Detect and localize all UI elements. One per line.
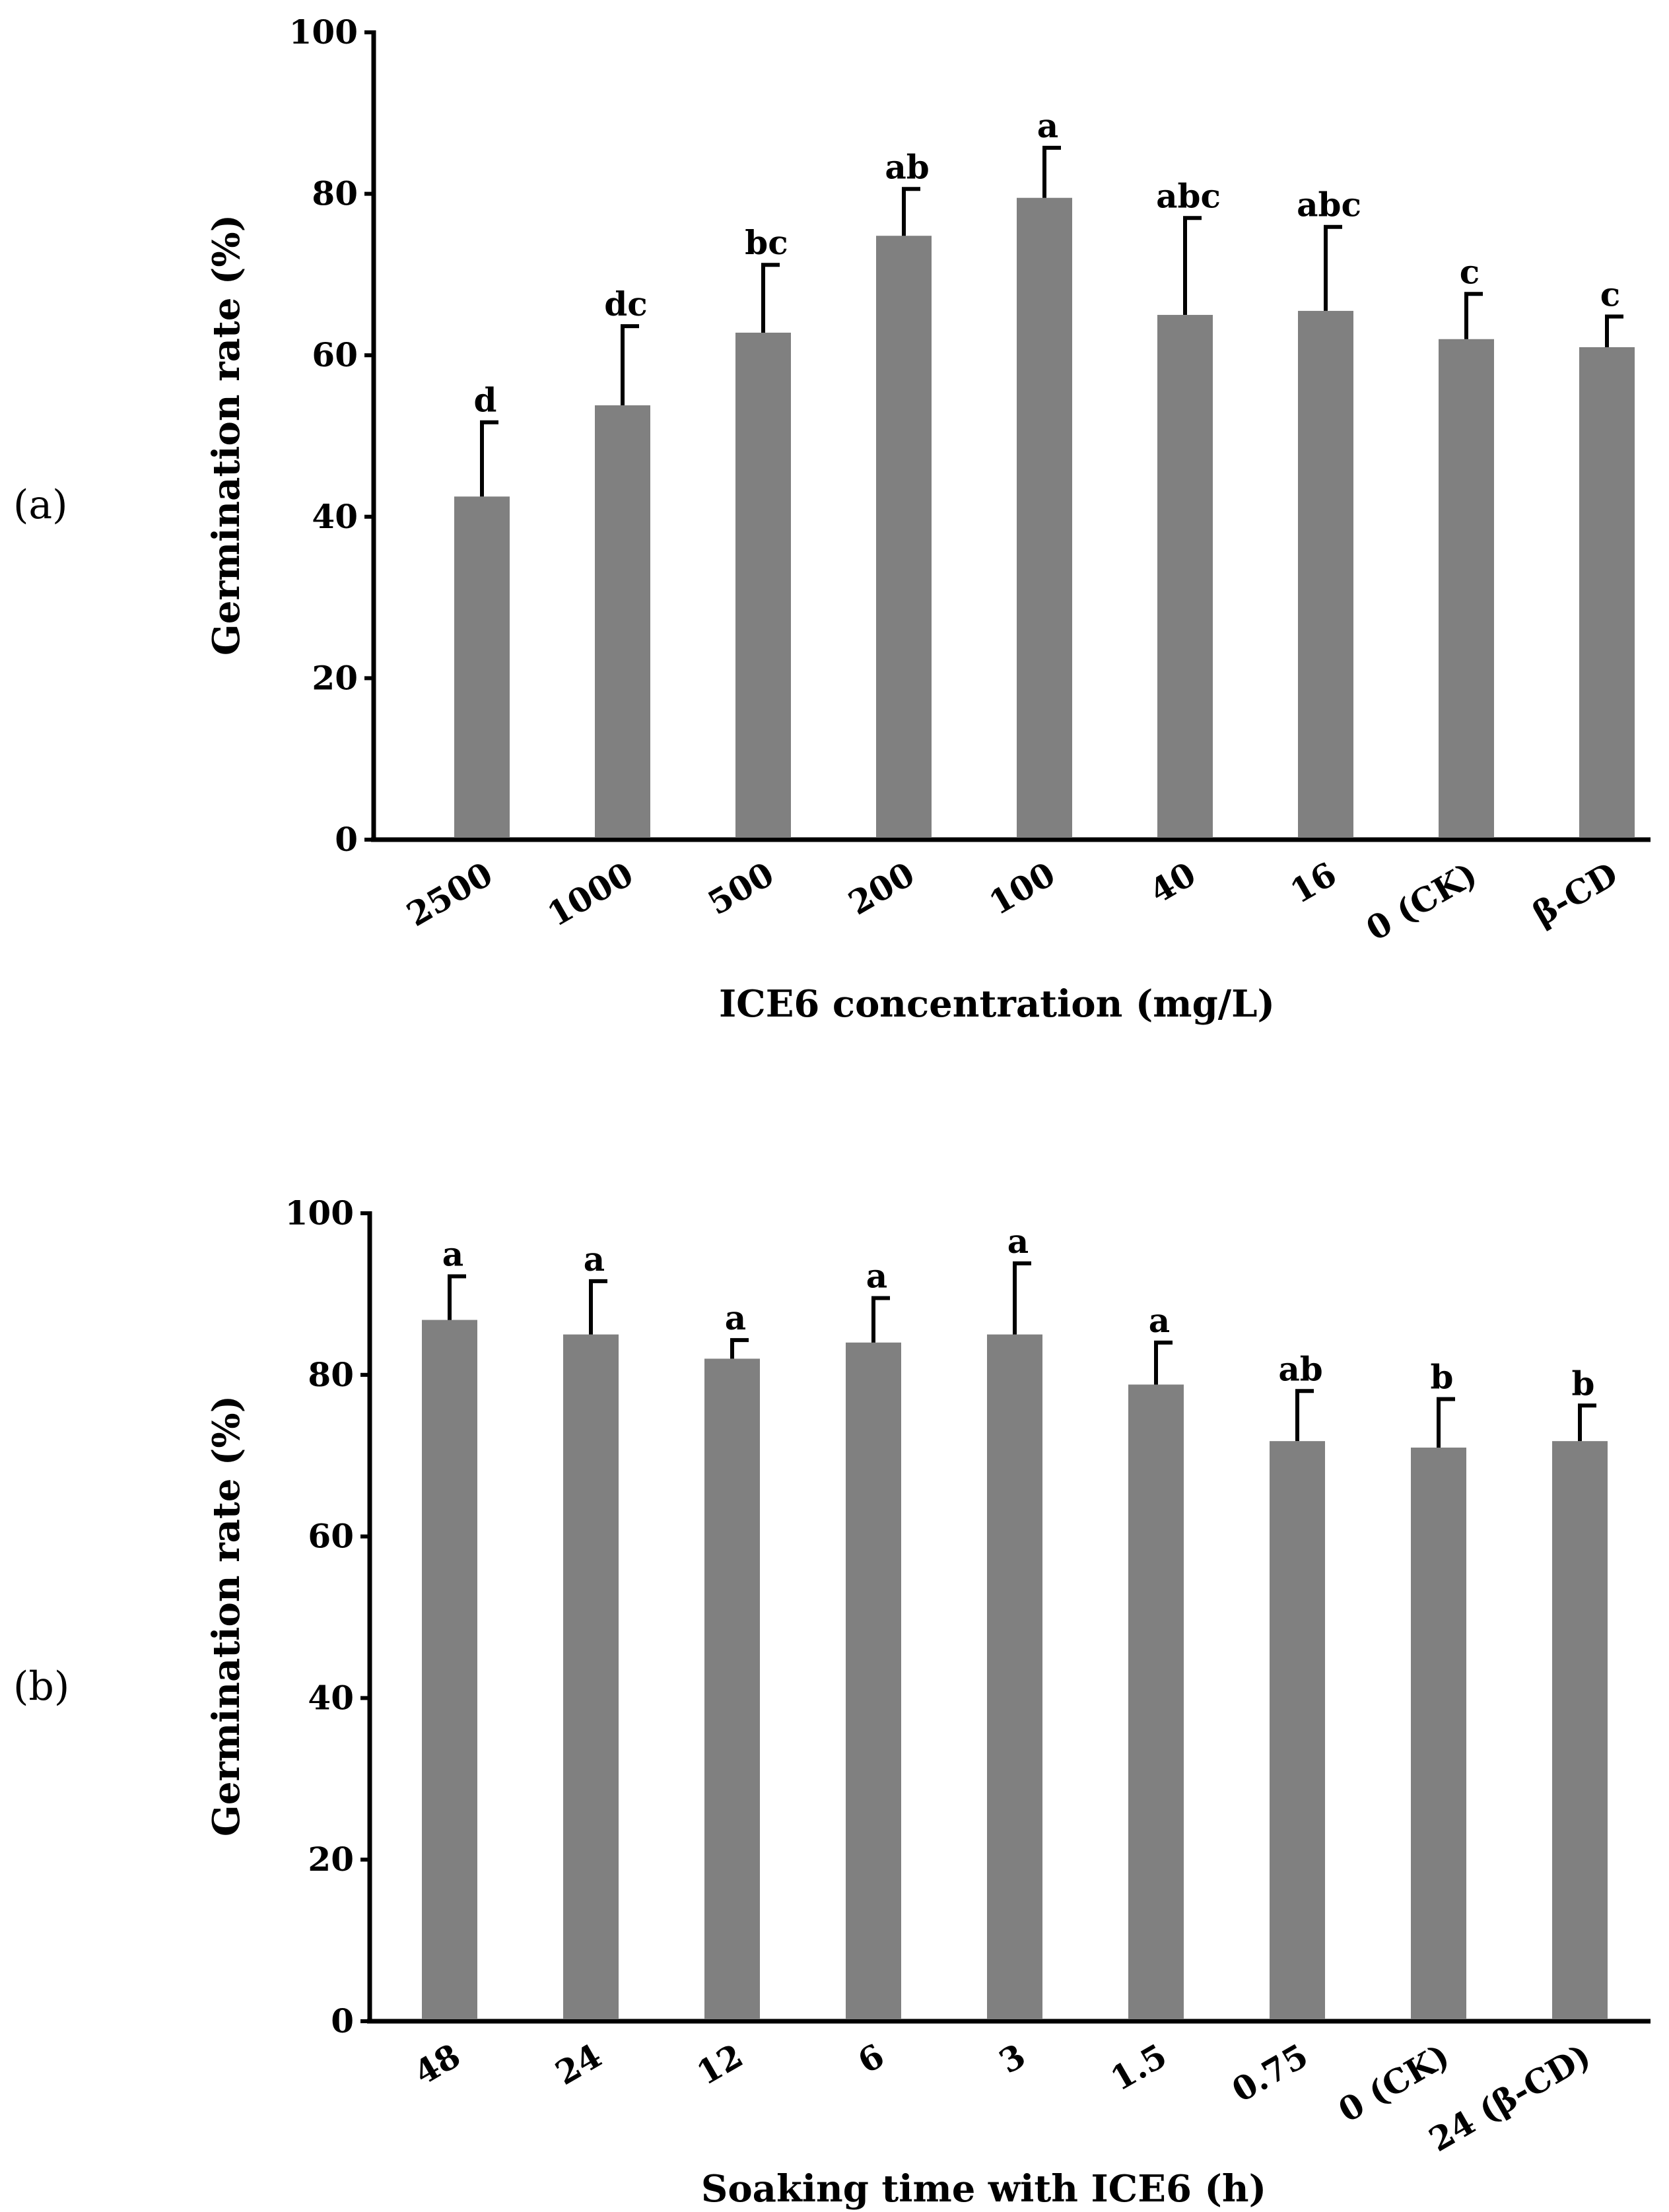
- x-tick-label-b: 24: [549, 2036, 608, 2093]
- y-axis-title-b: Germination rate (%): [205, 1395, 248, 1836]
- bar-b: [704, 1358, 760, 2019]
- x-tick-label-b: 48: [407, 2036, 467, 2093]
- y-tick-label-a: 100: [289, 13, 358, 51]
- significance-label-b: a: [1149, 1301, 1170, 1340]
- y-tick-label-b: 40: [308, 1678, 354, 1717]
- significance-label-a: abc: [1156, 176, 1221, 215]
- significance-label-a: ab: [885, 147, 929, 186]
- bar-a: [876, 236, 932, 838]
- bar-b: [987, 1334, 1042, 2019]
- y-tick-label-a: 0: [335, 820, 358, 859]
- y-tick-label-b: 80: [308, 1355, 354, 1394]
- y-axis-title-a: Germination rate (%): [205, 215, 248, 655]
- panel-label-b: (b): [13, 1663, 69, 1710]
- significance-label-a: c: [1600, 275, 1620, 314]
- bars-a: d 2500 dc 1000 bc 500 ab 200 a 100 abc 40 abc 16 c 0 (C…: [400, 106, 1635, 949]
- significance-label-b: b: [1431, 1358, 1454, 1397]
- y-tick-label-a: 20: [312, 658, 358, 697]
- y-tick-label-b: 20: [308, 1840, 354, 1879]
- significance-label-b: a: [442, 1234, 463, 1273]
- significance-label-a: dc: [604, 285, 647, 323]
- significance-label-b: b: [1572, 1364, 1595, 1403]
- bar-b: [1552, 1441, 1608, 2019]
- bars-b: a 48 a 24 a 12 a 6 a 3 a 1.5 ab 0.75 b 0 (CK) b 24 (β-CD): [407, 1222, 1608, 2159]
- x-tick-label-a: 1000: [541, 854, 640, 934]
- x-tick-label-a: 16: [1283, 854, 1343, 911]
- significance-label-a: c: [1460, 252, 1480, 291]
- bar-b: [563, 1334, 619, 2019]
- x-tick-label-a: β-CD: [1526, 854, 1624, 933]
- significance-label-a: d: [474, 381, 497, 420]
- bar-a: [1439, 339, 1494, 838]
- bar-a: [1157, 315, 1213, 838]
- bar-a: [1298, 310, 1353, 838]
- significance-label-b: ab: [1278, 1349, 1322, 1388]
- bar-b: [422, 1320, 477, 2019]
- bar-b: [1128, 1384, 1184, 2019]
- significance-label-a: abc: [1297, 185, 1361, 224]
- y-tick-label-b: 60: [308, 1517, 354, 1556]
- significance-label-b: a: [1007, 1222, 1029, 1261]
- significance-label-b: a: [725, 1298, 746, 1337]
- x-tick-label-a: 200: [842, 854, 921, 922]
- x-tick-label-a: 40: [1143, 854, 1202, 911]
- x-axis-title-a: ICE6 concentration (mg/L): [719, 982, 1275, 1026]
- significance-label-b: a: [584, 1240, 605, 1279]
- bar-a: [1017, 197, 1072, 838]
- bar-b: [846, 1342, 901, 2019]
- x-tick-label-a: 0 (CK): [1359, 854, 1483, 948]
- significance-label-a: a: [1037, 106, 1058, 145]
- bar-a: [595, 405, 650, 838]
- y-tick-label-b: 100: [285, 1193, 354, 1232]
- x-tick-label-b: 0 (CK): [1332, 2036, 1456, 2129]
- x-tick-label-a: 500: [701, 854, 780, 922]
- x-axis-title-b: Soaking time with ICE6 (h): [701, 2167, 1266, 2211]
- y-tick-label-a: 80: [312, 174, 358, 213]
- bar-a: [735, 332, 791, 838]
- panel-label-a: (a): [13, 482, 68, 528]
- y-ticks-b: 0 20 40 60 80 100: [285, 1193, 370, 2040]
- bar-b: [1411, 1447, 1466, 2019]
- y-ticks-a: 0 20 40 60 80 100: [289, 13, 374, 859]
- panel-a: (a) 0 20 40 60 80 100 d 2500 dc 1000 bc 500 ab 200 a 1…: [13, 13, 1651, 1026]
- y-tick-label-b: 0: [331, 2001, 354, 2040]
- significance-label-a: bc: [745, 223, 788, 262]
- x-tick-label-b: 3: [992, 2036, 1032, 2081]
- x-tick-label-b: 1.5: [1104, 2036, 1173, 2098]
- x-tick-label-b: 24 (β-CD): [1422, 2036, 1597, 2159]
- x-tick-label-a: 100: [982, 854, 1062, 922]
- bar-a: [1579, 347, 1635, 838]
- bar-b: [1270, 1441, 1325, 2019]
- y-tick-label-a: 40: [312, 497, 358, 536]
- bar-a: [454, 496, 510, 838]
- y-tick-label-a: 60: [312, 335, 358, 374]
- x-tick-label-b: 0.75: [1225, 2036, 1314, 2110]
- x-tick-label-b: 6: [851, 2036, 891, 2081]
- panel-b: (b) 0 20 40 60 80 100 a 48 a 24 a 12 a 6 a 3 a 1.5 ab 0.75…: [13, 1193, 1651, 2211]
- x-tick-label-b: 12: [690, 2036, 749, 2093]
- x-tick-label-a: 2500: [400, 854, 499, 934]
- significance-label-b: a: [866, 1257, 887, 1296]
